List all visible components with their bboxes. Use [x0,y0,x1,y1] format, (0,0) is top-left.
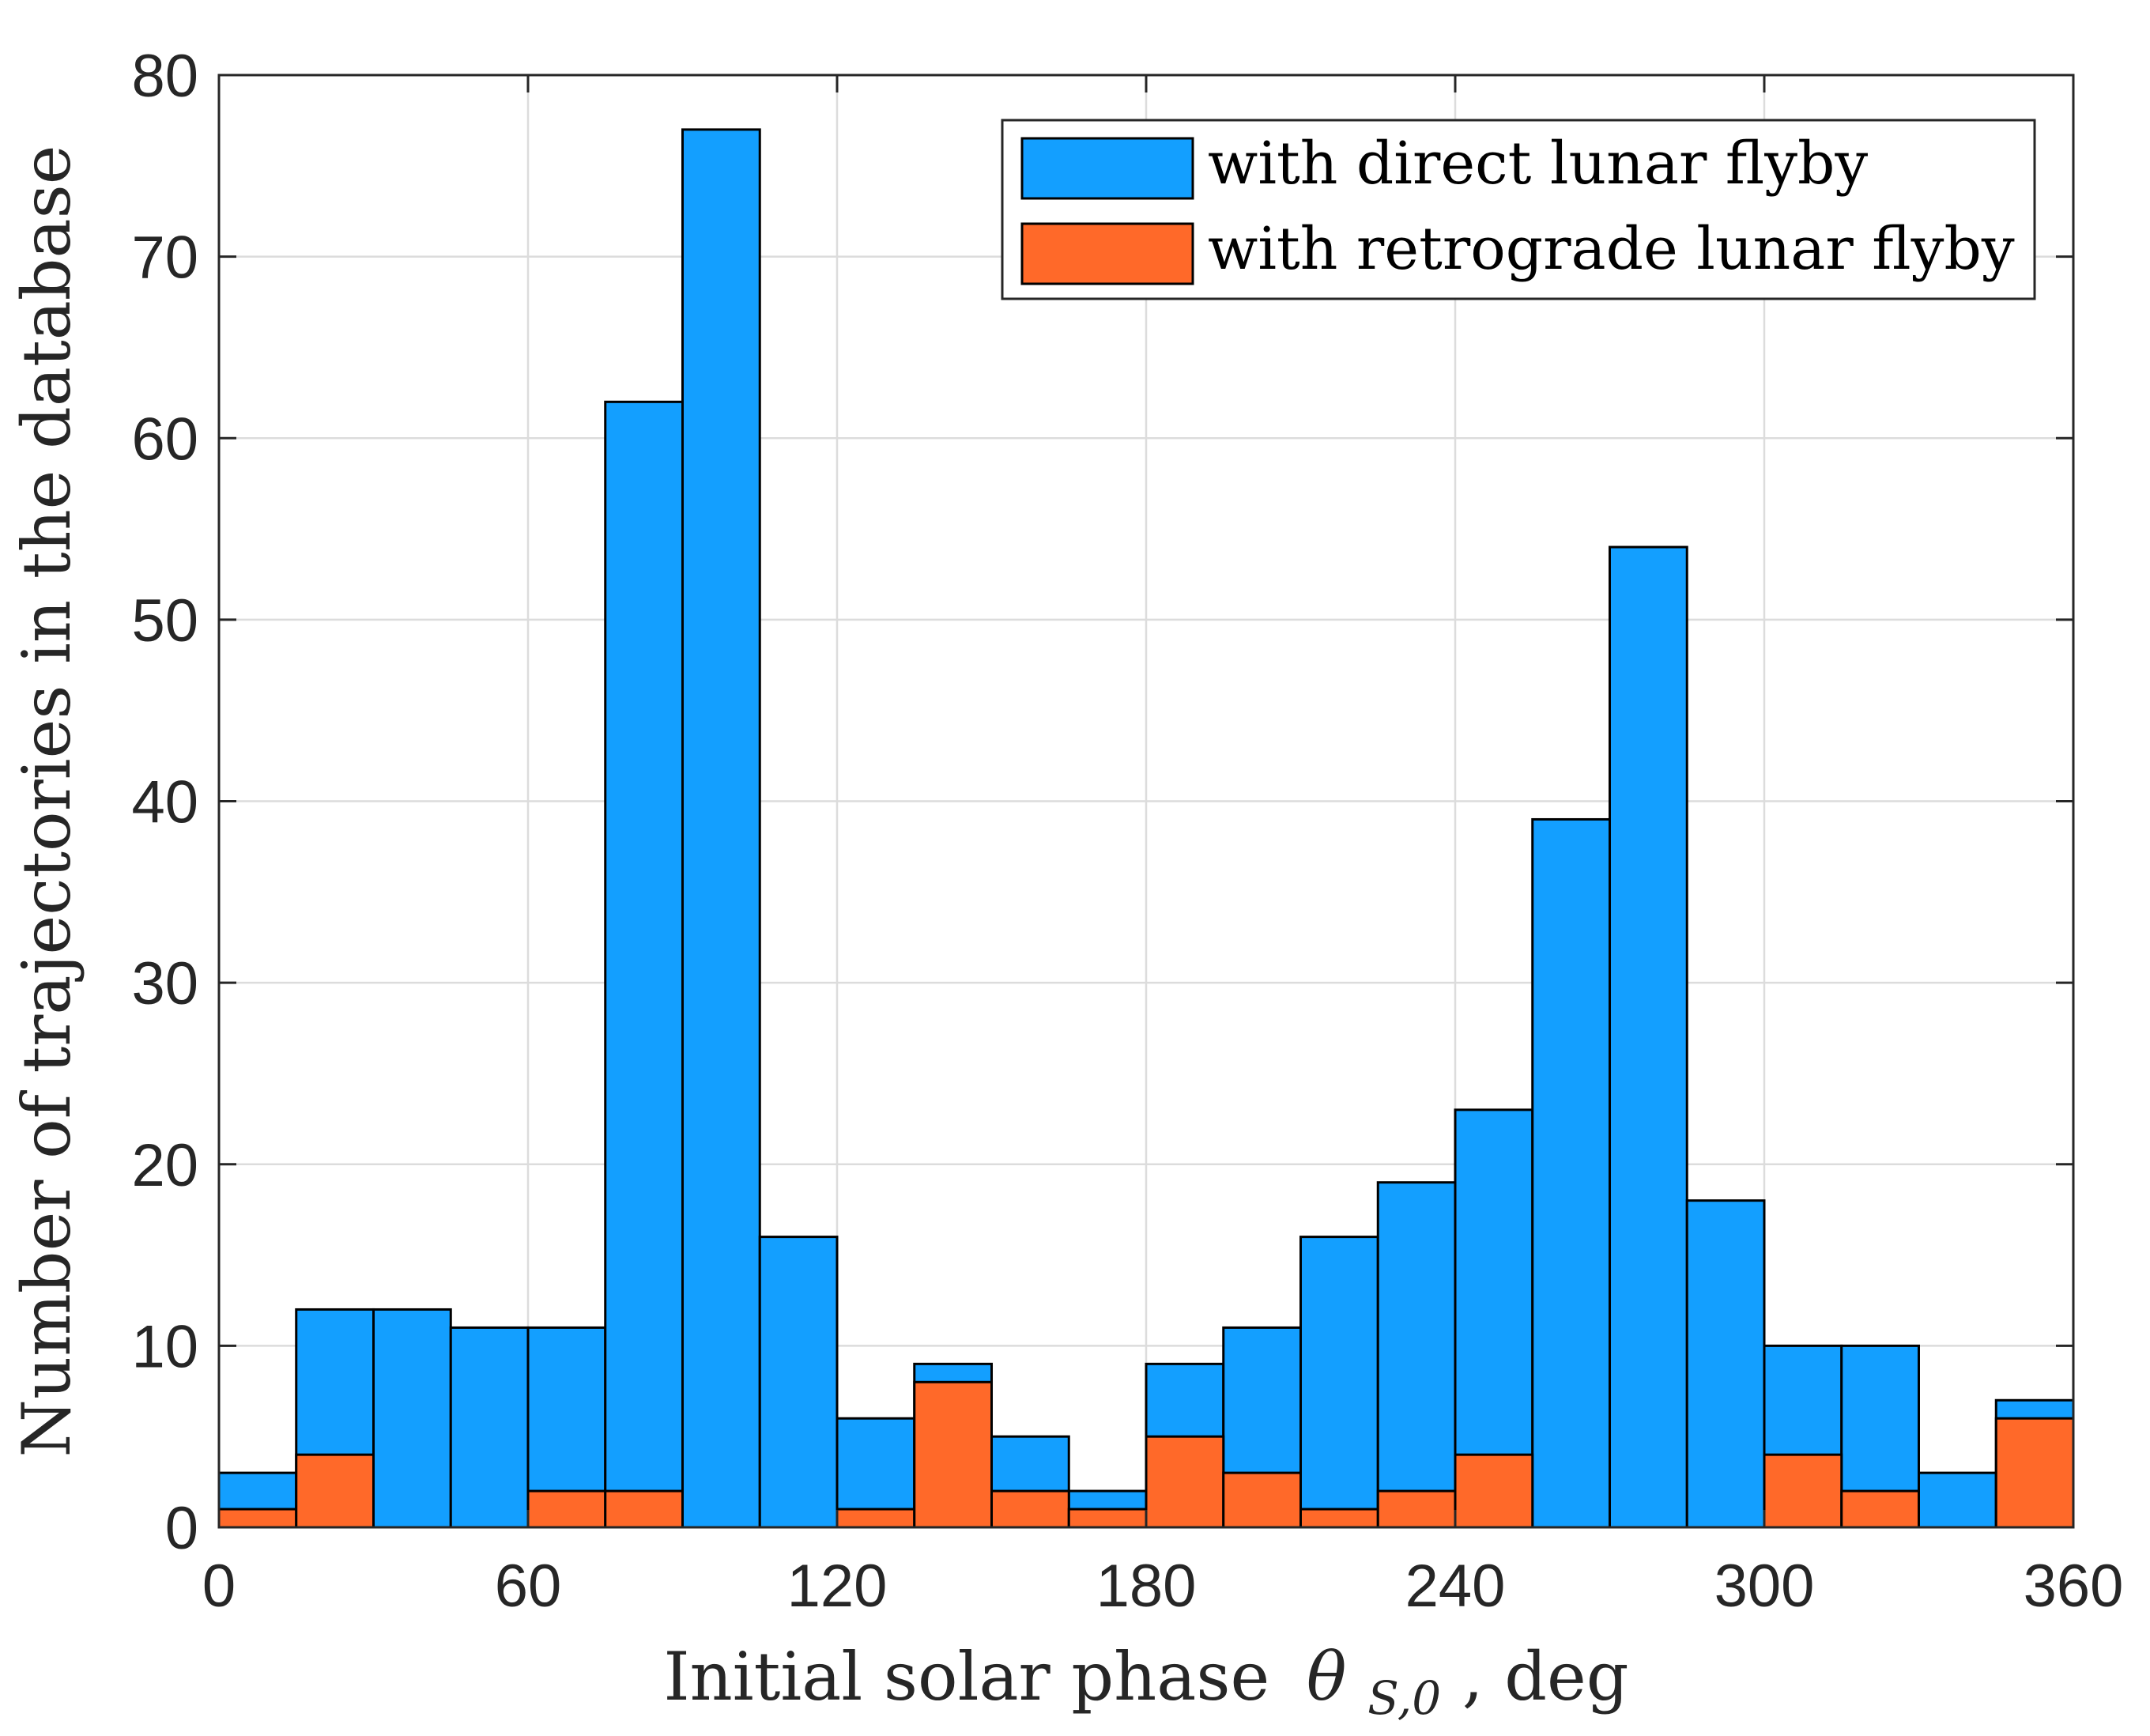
y-tick-label-20: 20 [131,1132,198,1199]
x-tick-label-120: 120 [787,1553,888,1620]
bar-retrograde-195 [1222,1471,1302,1529]
tick-marks [217,74,2075,1529]
x-axis-label-suffix: , deg [1462,1638,1629,1715]
y-tick-label-80: 80 [131,43,198,110]
x-tick-label-360: 360 [2024,1553,2124,1620]
bar-direct-330 [1918,1471,1997,1529]
y-axis-label: Number of trajectories in the database [8,145,85,1458]
bar-direct-45 [449,1326,530,1529]
bar-retrograde-135 [913,1380,993,1529]
y-tick-label-70: 70 [131,225,198,292]
legend-swatch-direct [1020,137,1194,200]
y-tick-label-40: 40 [131,769,198,836]
bar-retrograde-15 [295,1453,375,1529]
y-tick-label-60: 60 [131,406,198,473]
x-tick-label-60: 60 [495,1553,562,1620]
bar-retrograde-0 [217,1508,298,1529]
bar-direct-105 [758,1236,839,1529]
bar-direct-90 [681,128,761,1529]
bar-retrograde-345 [1994,1417,2075,1529]
x-tick-label-240: 240 [1405,1553,1506,1620]
x-tick-label-300: 300 [1714,1553,1815,1620]
x-axis-label: Initial solar phase θ S,0 , deg [663,1638,1628,1730]
bar-retrograde-180 [1145,1435,1225,1529]
bar-direct-30 [372,1308,452,1529]
direct-flyby-bars [217,128,2075,1529]
x-axis-label-subscript: S,0 [1367,1671,1441,1725]
bar-retrograde-315 [1840,1489,1920,1529]
bar-direct-270 [1609,545,1688,1529]
y-tick-label-0: 0 [165,1495,198,1562]
x-tick-label-0: 0 [202,1553,236,1620]
legend-label-retrograde: with retrograde lunar flyby [1208,215,2015,283]
bar-retrograde-120 [835,1508,916,1529]
bar-direct-210 [1299,1236,1379,1529]
bar-retrograde-300 [1763,1453,1843,1529]
x-axis-label-symbol: θ [1307,1638,1347,1715]
bar-retrograde-75 [604,1489,684,1529]
legend-swatch-retrograde [1020,222,1194,285]
bar-direct-75 [604,400,684,1529]
x-tick-labels: 0 60 120 180 240 300 360 [202,1553,2124,1620]
bar-retrograde-60 [526,1489,607,1529]
bar-retrograde-150 [990,1489,1070,1529]
bar-retrograde-210 [1299,1508,1379,1529]
legend: with direct lunar flyby with retrograde … [1001,119,2036,300]
bar-retrograde-165 [1067,1508,1148,1529]
y-tick-label-50: 50 [131,587,198,655]
y-tick-label-30: 30 [131,950,198,1017]
bar-direct-255 [1531,817,1611,1529]
bar-retrograde-240 [1454,1453,1534,1529]
x-axis-label-text: Initial solar phase [663,1638,1269,1715]
y-tick-labels: 0 10 20 30 40 50 60 70 80 [131,43,198,1562]
y-tick-label-10: 10 [131,1313,198,1380]
x-tick-label-180: 180 [1096,1553,1197,1620]
bar-direct-225 [1376,1181,1457,1529]
bar-direct-285 [1685,1199,1766,1529]
legend-label-direct: with direct lunar flyby [1208,130,1868,198]
bar-retrograde-225 [1376,1489,1457,1529]
